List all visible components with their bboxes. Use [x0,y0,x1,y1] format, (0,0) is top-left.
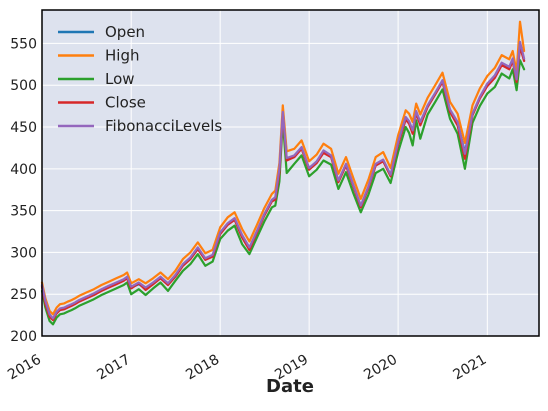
y-tick-label: 500 [10,78,37,94]
y-tick-label: 550 [10,36,37,52]
series-lines [40,20,526,326]
legend-label: Close [105,94,146,112]
x-tick-label: 2020 [361,352,400,384]
x-axis-ticks: 2016 2017 2018 2019 2020 2021 [5,352,489,384]
x-tick-label: 2017 [94,352,133,384]
x-tick-label: 2021 [450,352,489,384]
y-tick-label: 350 [10,204,37,220]
x-tick-label: 2018 [183,352,222,384]
legend: Open High Low Close FibonacciLevels [58,23,222,135]
y-tick-label: 400 [10,162,37,178]
y-tick-label: 250 [10,287,37,303]
legend-label: FibonacciLevels [105,117,222,135]
legend-item: Low [58,70,135,88]
x-axis-label: Date [266,376,314,397]
legend-item: Open [58,23,145,41]
y-axis-ticks: 200 250 300 350 400 450 500 550 [10,36,37,345]
y-tick-label: 300 [10,245,37,261]
y-tick-label: 450 [10,120,37,136]
legend-label: High [105,47,139,65]
plot-background [42,10,539,336]
y-tick-label: 200 [10,329,37,345]
plot-frame [41,9,540,337]
legend-label: Open [105,23,145,41]
legend-item: Close [58,94,146,112]
x-tick-label: 2016 [5,352,44,384]
legend-label: Low [105,70,135,88]
legend-item: FibonacciLevels [58,117,222,135]
series-line-fibonaccilevels [40,40,526,320]
legend-item: High [58,47,139,65]
